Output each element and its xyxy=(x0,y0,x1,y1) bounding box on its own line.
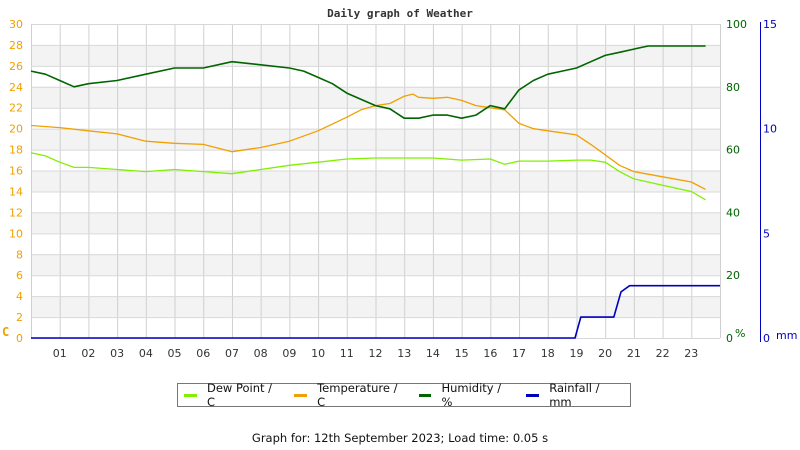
svg-text:23: 23 xyxy=(684,347,698,360)
legend-label: Temperature / C xyxy=(317,381,398,409)
svg-text:16: 16 xyxy=(9,165,23,178)
svg-text:26: 26 xyxy=(9,60,23,73)
svg-text:01: 01 xyxy=(53,347,67,360)
svg-text:8: 8 xyxy=(16,248,23,261)
svg-text:17: 17 xyxy=(512,347,526,360)
svg-text:40: 40 xyxy=(726,206,740,219)
legend-swatch-icon xyxy=(294,393,308,397)
svg-text:13: 13 xyxy=(397,347,411,360)
svg-text:0: 0 xyxy=(726,332,733,345)
svg-text:18: 18 xyxy=(541,347,555,360)
data-series xyxy=(30,45,720,339)
svg-text:60: 60 xyxy=(726,144,740,157)
svg-text:14: 14 xyxy=(9,185,23,198)
svg-text:12: 12 xyxy=(9,206,23,219)
legend-label: Dew Point / C xyxy=(206,381,273,409)
svg-text:20: 20 xyxy=(9,123,23,136)
svg-text:80: 80 xyxy=(726,81,740,94)
svg-text:10: 10 xyxy=(311,347,325,360)
svg-text:05: 05 xyxy=(168,347,182,360)
right-axis-rainfall: 0 5 10 15 mm xyxy=(760,18,797,345)
x-axis-hours: 01 02 03 04 05 06 07 08 09 10 11 12 13 14 15 16 17 18 19 20… xyxy=(53,347,699,360)
svg-text:22: 22 xyxy=(656,347,670,360)
svg-text:11: 11 xyxy=(340,347,354,360)
svg-text:28: 28 xyxy=(9,39,23,52)
legend-swatch-icon xyxy=(418,393,432,397)
legend-label: Humidity / % xyxy=(441,381,502,409)
right-axis-humidity: 0 20 40 60 80 100% xyxy=(726,18,747,345)
legend-item-dew-point: Dew Point / C xyxy=(184,381,278,409)
svg-text:2: 2 xyxy=(16,311,23,324)
svg-text:14: 14 xyxy=(426,347,440,360)
svg-text:07: 07 xyxy=(225,347,239,360)
svg-text:6: 6 xyxy=(16,269,23,282)
svg-text:0: 0 xyxy=(763,332,770,345)
legend-label: Rainfall / mm xyxy=(549,381,600,409)
legend-item-rainfall: Rainfall / mm xyxy=(526,381,620,409)
svg-text:18: 18 xyxy=(9,144,23,157)
weather-chart: Daily graph of Weather 02468101214161820… xyxy=(2,7,797,360)
svg-text:15: 15 xyxy=(455,347,469,360)
svg-text:19: 19 xyxy=(569,347,583,360)
svg-text:10: 10 xyxy=(763,123,777,136)
svg-text:22: 22 xyxy=(9,102,23,115)
chart-legend: Dew Point / C Temperature / C Humidity /… xyxy=(177,381,631,409)
svg-text:21: 21 xyxy=(627,347,641,360)
svg-text:0: 0 xyxy=(16,332,23,345)
chart-title: Daily graph of Weather xyxy=(327,7,473,20)
svg-text:5: 5 xyxy=(763,227,770,240)
svg-text:30: 30 xyxy=(9,18,23,31)
svg-text:02: 02 xyxy=(81,347,95,360)
vertical-gridlines xyxy=(31,24,721,338)
svg-text:20: 20 xyxy=(726,269,740,282)
svg-text:12: 12 xyxy=(369,347,383,360)
svg-text:C: C xyxy=(2,325,9,339)
svg-text:20: 20 xyxy=(598,347,612,360)
svg-text:06: 06 xyxy=(196,347,210,360)
svg-text:15: 15 xyxy=(763,18,777,31)
svg-text:%: % xyxy=(735,327,745,340)
legend-item-temperature: Temperature / C xyxy=(294,381,402,409)
svg-text:24: 24 xyxy=(9,81,23,94)
legend-swatch-icon xyxy=(526,393,540,397)
legend-item-humidity: Humidity / % xyxy=(418,381,511,409)
svg-text:04: 04 xyxy=(139,347,153,360)
graph-footer: Graph for: 12th September 2023; Load tim… xyxy=(251,431,549,445)
svg-text:03: 03 xyxy=(110,347,124,360)
svg-text:4: 4 xyxy=(16,290,23,303)
svg-text:16: 16 xyxy=(483,347,497,360)
legend-swatch-icon xyxy=(184,393,197,397)
svg-text:mm: mm xyxy=(776,329,797,342)
svg-text:10: 10 xyxy=(9,227,23,240)
svg-text:09: 09 xyxy=(282,347,296,360)
svg-text:08: 08 xyxy=(254,347,268,360)
svg-text:100: 100 xyxy=(726,18,747,31)
